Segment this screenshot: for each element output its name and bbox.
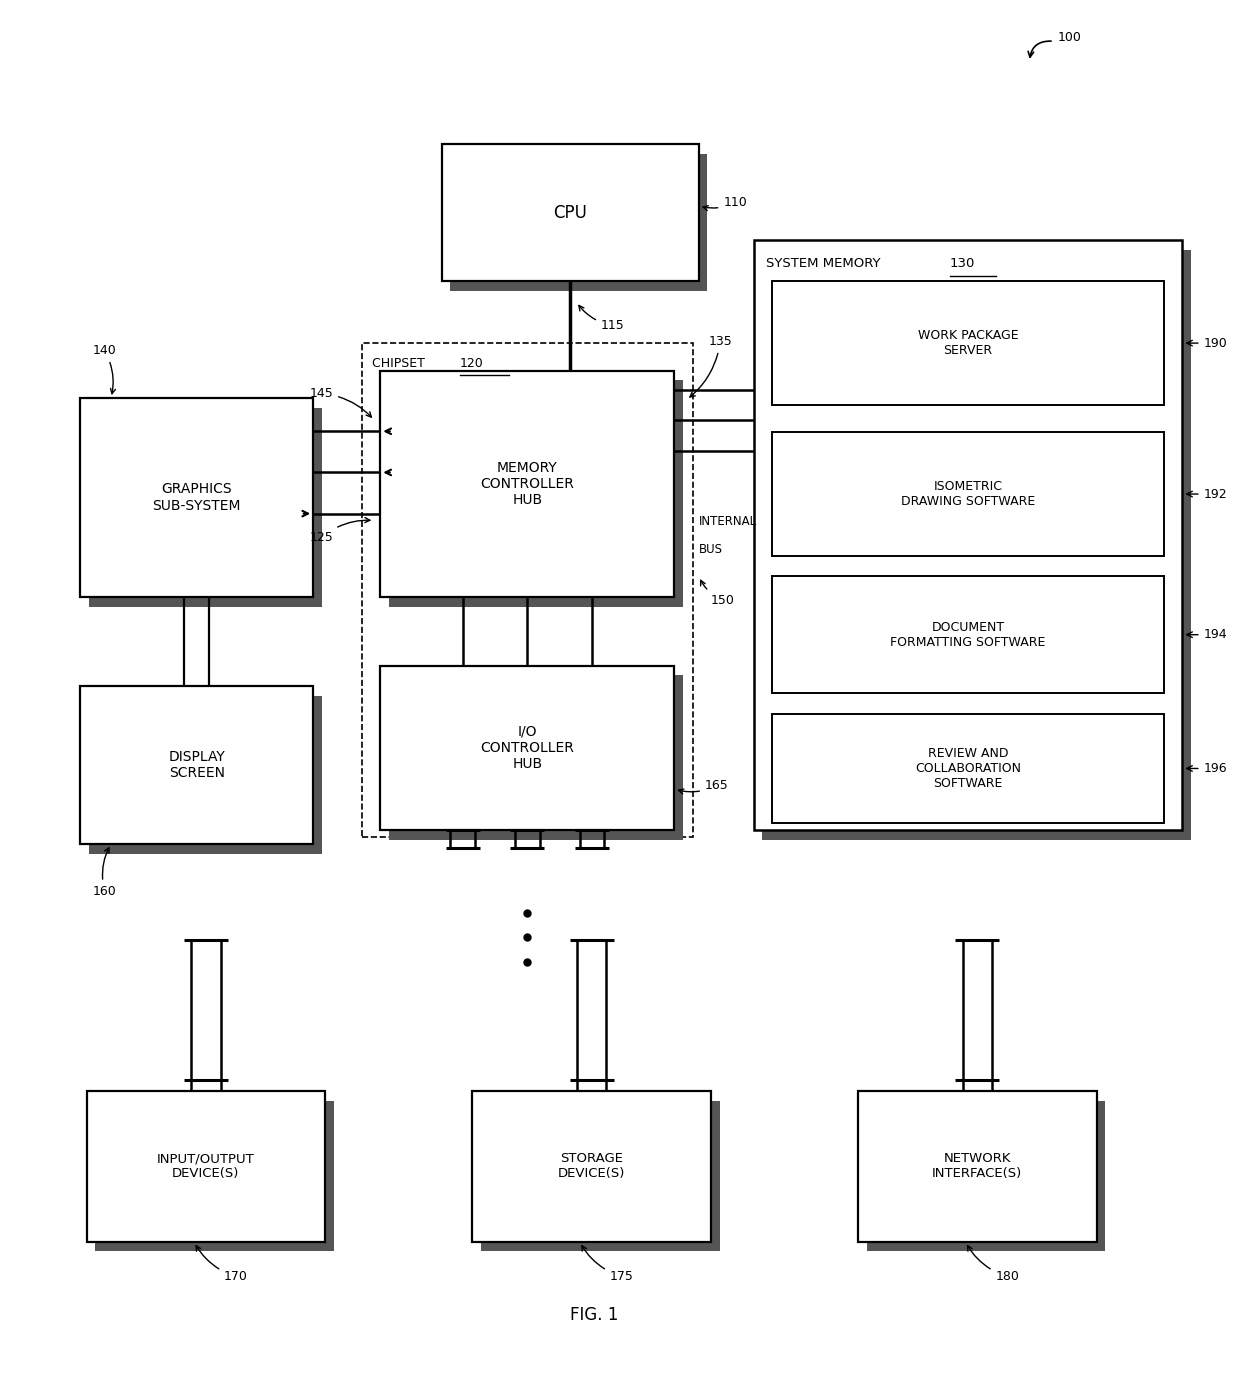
Bar xyxy=(381,370,675,597)
Bar xyxy=(754,240,1183,830)
Text: DISPLAY
SCREEN: DISPLAY SCREEN xyxy=(169,750,226,780)
Text: 170: 170 xyxy=(196,1246,248,1283)
Bar xyxy=(389,675,683,840)
Text: 140: 140 xyxy=(93,344,117,394)
Text: 196: 196 xyxy=(1203,762,1226,775)
Bar xyxy=(81,398,312,597)
Text: 160: 160 xyxy=(93,848,117,898)
Text: 194: 194 xyxy=(1203,628,1226,642)
Bar xyxy=(389,380,683,607)
Text: CPU: CPU xyxy=(553,204,587,222)
Text: INTERNAL: INTERNAL xyxy=(699,516,756,528)
Bar xyxy=(763,249,1190,840)
Text: STORAGE
DEVICE(S): STORAGE DEVICE(S) xyxy=(558,1152,625,1181)
Text: ISOMETRIC
DRAWING SOFTWARE: ISOMETRIC DRAWING SOFTWARE xyxy=(901,480,1035,509)
Text: REVIEW AND
COLLABORATION
SOFTWARE: REVIEW AND COLLABORATION SOFTWARE xyxy=(915,747,1022,790)
Text: 130: 130 xyxy=(950,256,975,270)
Text: NETWORK
INTERFACE(S): NETWORK INTERFACE(S) xyxy=(932,1152,1023,1181)
Bar xyxy=(773,432,1164,556)
Text: 100: 100 xyxy=(1058,32,1081,44)
Text: 175: 175 xyxy=(582,1246,634,1283)
Text: 180: 180 xyxy=(967,1246,1019,1283)
Bar xyxy=(773,281,1164,405)
Bar xyxy=(381,665,675,830)
Bar xyxy=(441,144,699,281)
Bar xyxy=(89,407,321,607)
Bar xyxy=(81,686,312,844)
Text: CHIPSET: CHIPSET xyxy=(372,356,429,370)
Text: 125: 125 xyxy=(310,517,370,545)
Text: 165: 165 xyxy=(678,779,729,794)
Bar xyxy=(773,577,1164,693)
Text: 190: 190 xyxy=(1203,337,1228,349)
Text: MEMORY
CONTROLLER
HUB: MEMORY CONTROLLER HUB xyxy=(480,460,574,507)
Bar xyxy=(858,1091,1096,1242)
Text: 135: 135 xyxy=(689,335,733,396)
Text: 110: 110 xyxy=(703,195,746,211)
Bar xyxy=(87,1091,325,1242)
Bar xyxy=(472,1091,711,1242)
Text: SYSTEM MEMORY: SYSTEM MEMORY xyxy=(766,256,885,270)
Bar xyxy=(867,1100,1105,1252)
Text: 145: 145 xyxy=(310,387,371,417)
Text: GRAPHICS
SUB-SYSTEM: GRAPHICS SUB-SYSTEM xyxy=(153,482,241,513)
Text: 120: 120 xyxy=(460,356,484,370)
Bar xyxy=(362,344,693,837)
Text: BUS: BUS xyxy=(699,543,723,556)
Bar xyxy=(450,154,707,291)
Bar xyxy=(481,1100,719,1252)
Text: WORK PACKAGE
SERVER: WORK PACKAGE SERVER xyxy=(918,328,1018,358)
Text: I/O
CONTROLLER
HUB: I/O CONTROLLER HUB xyxy=(480,725,574,771)
Bar xyxy=(89,696,321,854)
Text: INPUT/OUTPUT
DEVICE(S): INPUT/OUTPUT DEVICE(S) xyxy=(157,1152,254,1181)
Text: 115: 115 xyxy=(579,305,625,333)
Bar xyxy=(773,714,1164,823)
Text: FIG. 1: FIG. 1 xyxy=(570,1306,619,1324)
Bar xyxy=(95,1100,334,1252)
Text: 150: 150 xyxy=(701,581,735,607)
Text: 192: 192 xyxy=(1203,488,1226,500)
Text: DOCUMENT
FORMATTING SOFTWARE: DOCUMENT FORMATTING SOFTWARE xyxy=(890,621,1045,649)
